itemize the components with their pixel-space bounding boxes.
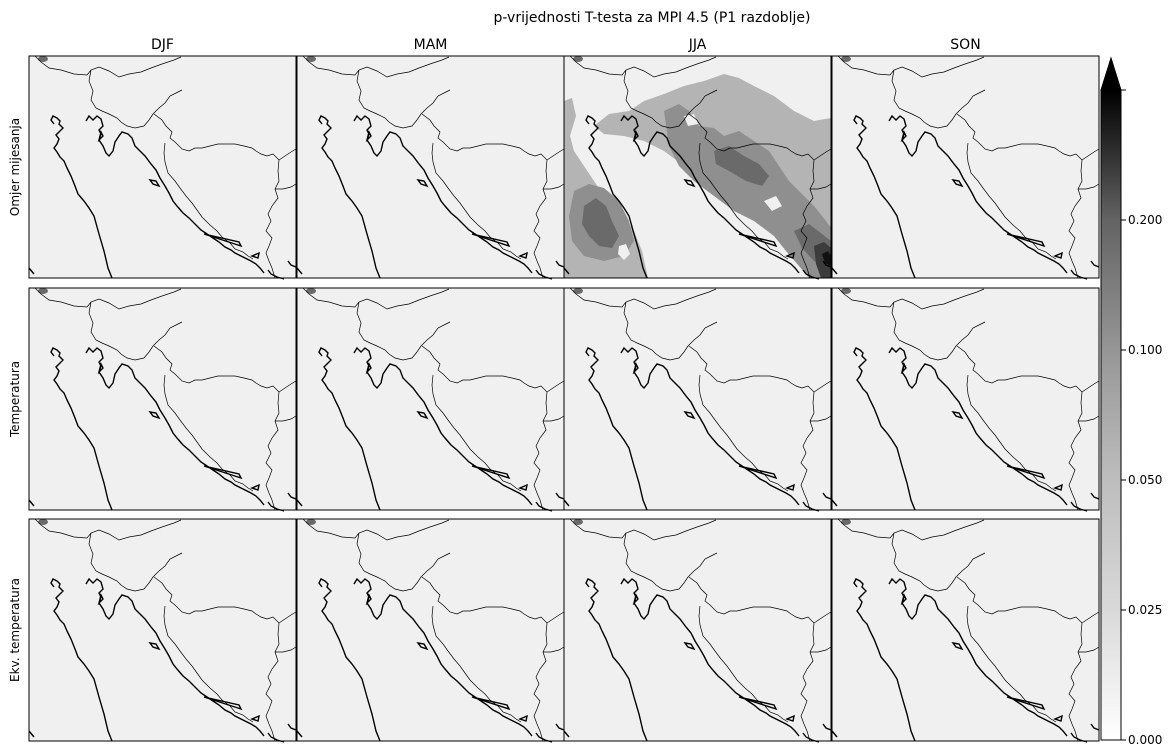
edge-artifact	[38, 56, 48, 62]
contour-region	[684, 114, 698, 126]
colorbar: 0.000 0.025 0.050 0.100 0.200	[1100, 56, 1162, 747]
panel-frame	[831, 55, 1100, 279]
panel-frame	[563, 287, 832, 511]
country-borders	[569, 55, 832, 279]
country-borders	[569, 518, 832, 742]
contour-region	[764, 196, 782, 211]
contour-region	[714, 146, 769, 186]
edge-artifact	[38, 288, 48, 294]
map-panel	[831, 518, 1100, 743]
map-panel	[563, 287, 832, 512]
country-borders	[837, 518, 1100, 742]
contour-region	[582, 198, 619, 248]
colorbar-extend-arrow	[1100, 56, 1122, 91]
edge-artifact	[306, 288, 316, 294]
edge-artifact	[841, 56, 851, 62]
contour-region	[618, 244, 630, 260]
panel-background	[29, 288, 296, 510]
panel-background	[29, 519, 296, 741]
map-panel	[296, 518, 565, 743]
row-label: Omjer mijesanja	[8, 118, 22, 216]
panel-background	[832, 56, 1099, 278]
edge-artifact	[573, 56, 583, 62]
contour-region	[664, 104, 831, 278]
colorbar-tick-label: 0.200	[1128, 213, 1162, 227]
country-borders	[302, 518, 565, 742]
country-borders	[34, 55, 297, 279]
figure-title: p-vrijednosti T-testa za MPI 4.5 (P1 raz…	[493, 10, 810, 26]
edge-artifact	[573, 519, 583, 525]
panel-background	[564, 519, 831, 741]
country-borders	[837, 287, 1100, 511]
coastline	[28, 346, 297, 512]
coastline	[296, 114, 565, 280]
coastline	[28, 577, 297, 743]
edge-artifact	[306, 56, 316, 62]
country-borders	[569, 287, 832, 511]
edge-artifact	[306, 519, 316, 525]
column-header-mam: MAM	[414, 37, 448, 53]
map-panel	[296, 287, 565, 512]
colorbar-bar	[1100, 89, 1122, 741]
panel-background	[297, 56, 564, 278]
edge-artifact	[38, 519, 48, 525]
coastline	[831, 114, 1100, 280]
map-panel	[28, 55, 297, 280]
panel-frame	[831, 287, 1100, 511]
map-panel	[831, 287, 1100, 512]
colorbar-tick-label: 0.100	[1128, 343, 1162, 357]
country-borders	[837, 55, 1100, 279]
panel-background	[29, 56, 296, 278]
map-panel	[831, 55, 1100, 280]
map-panel	[563, 55, 832, 280]
coastline	[831, 577, 1100, 743]
map-panel	[296, 55, 565, 280]
coastline	[831, 346, 1100, 512]
column-header-djf: DJF	[151, 37, 174, 53]
panel-background	[297, 519, 564, 741]
coastline	[28, 114, 297, 280]
panel-background	[832, 519, 1099, 741]
country-borders	[34, 287, 297, 511]
contour-region	[814, 242, 831, 278]
map-panel	[563, 518, 832, 743]
coastline	[296, 346, 565, 512]
map-panel	[28, 518, 297, 743]
contour-region	[822, 251, 831, 266]
row-label: Temperatura	[8, 361, 22, 438]
panel-background	[297, 288, 564, 510]
country-borders	[302, 55, 565, 279]
panel-frame	[563, 55, 832, 279]
map-panel	[28, 287, 297, 512]
coastline	[563, 114, 832, 280]
colorbar-tick-label: 0.025	[1128, 603, 1162, 617]
edge-artifact	[841, 519, 851, 525]
country-borders	[302, 287, 565, 511]
colorbar-tick-label: 0.050	[1128, 473, 1162, 487]
panel-frame	[831, 518, 1100, 742]
panel-background	[564, 288, 831, 510]
panel-frame	[563, 518, 832, 742]
panel-frame	[28, 55, 297, 279]
column-header-son: SON	[950, 37, 980, 53]
row-label: Ekv. temperatura	[8, 578, 22, 682]
edge-artifact	[841, 288, 851, 294]
coastline	[563, 346, 832, 512]
column-header-jja: JJA	[688, 37, 707, 53]
coastline	[296, 577, 565, 743]
country-borders	[34, 518, 297, 742]
coastline	[563, 577, 832, 743]
edge-artifact	[573, 288, 583, 294]
panel-background	[832, 288, 1099, 510]
panel-frame	[28, 518, 297, 742]
panel-frame	[28, 287, 297, 511]
colorbar-tick-label: 0.000	[1128, 733, 1162, 747]
